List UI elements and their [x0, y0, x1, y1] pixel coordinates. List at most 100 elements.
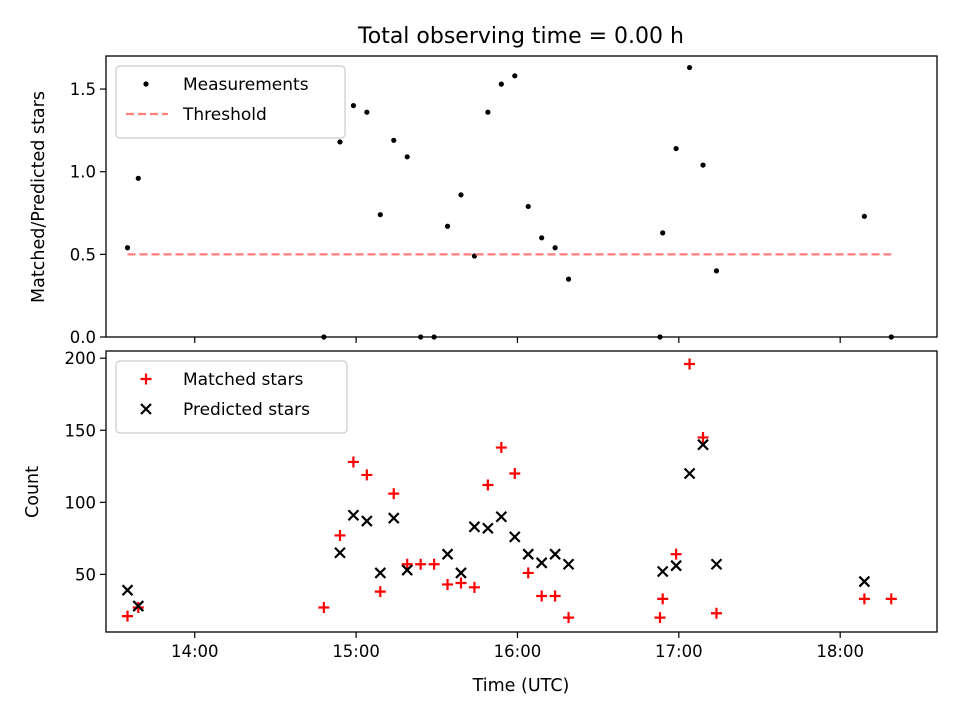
data-layer: [121, 358, 897, 624]
data-point: [670, 559, 682, 572]
bottom-panel-counts: 50 100 150 200 14:00 15:00 16:00 17:00 18:00 Matc…: [65, 349, 938, 661]
data-point: [455, 577, 467, 589]
y-tick-label: 50: [75, 565, 96, 584]
data-point: [495, 510, 508, 523]
data-point: [350, 102, 357, 109]
legend-box: [115, 65, 346, 139]
data-point: [710, 607, 722, 619]
chart-title: Total observing time = 0.00 h: [357, 24, 684, 49]
legend-marker: [143, 81, 149, 87]
plot-frame: [105, 350, 938, 633]
data-point: [444, 223, 451, 229]
data-point: [539, 235, 545, 241]
data-point: [455, 567, 467, 579]
data-point: [858, 593, 870, 605]
top-panel-ratio: 0.0 0.5 1.0 1.5 Measurements Threshold: [70, 55, 938, 347]
data-point: [387, 512, 400, 524]
y-tick-label: 200: [65, 349, 97, 368]
data-point: [122, 610, 134, 622]
data-point: [321, 334, 327, 340]
data-point: [565, 276, 572, 282]
legend-label: Predicted stars: [183, 400, 310, 420]
data-point: [657, 334, 663, 340]
data-point: [684, 358, 696, 370]
data-point: [562, 558, 575, 571]
data-point: [124, 245, 131, 251]
data-point: [660, 230, 666, 236]
data-point: [525, 203, 531, 210]
bottom-y-axis-label: Count: [23, 466, 43, 518]
data-point: [374, 567, 387, 579]
data-point: [401, 558, 413, 570]
data-point: [441, 548, 454, 560]
data-point: [657, 593, 669, 605]
y-tick-label: 100: [65, 493, 97, 512]
data-point: [347, 509, 360, 522]
data-point: [522, 567, 534, 579]
x-tick-label: 16:00: [494, 642, 542, 661]
data-point: [364, 109, 370, 115]
x-axis-label: Time (UTC): [472, 676, 570, 696]
data-point: [563, 612, 575, 624]
legend-label: Measurements: [183, 75, 309, 95]
data-point: [713, 268, 720, 274]
x-tick-label: 14:00: [171, 642, 219, 661]
data-point: [318, 602, 330, 614]
data-point: [377, 212, 383, 218]
plot-frame: [105, 55, 938, 338]
data-point: [468, 521, 481, 533]
data-point: [418, 334, 424, 340]
data-point: [697, 431, 709, 443]
data-point: [673, 145, 679, 152]
data-point: [428, 558, 440, 570]
data-point: [374, 586, 386, 598]
data-point: [388, 488, 400, 500]
data-point: [683, 467, 696, 480]
data-point: [458, 192, 464, 198]
data-point: [121, 584, 134, 596]
data-point: [686, 64, 693, 71]
data-point: [858, 575, 871, 588]
data-point: [697, 438, 709, 451]
data-point: [535, 557, 548, 569]
data-point: [135, 175, 141, 181]
data-point: [431, 334, 437, 340]
data-point: [885, 593, 897, 605]
data-point: [888, 334, 894, 340]
data-point: [415, 558, 427, 570]
legend-label: Matched stars: [183, 370, 303, 390]
data-point: [361, 515, 373, 527]
data-point: [508, 531, 521, 543]
data-point: [442, 578, 454, 590]
data-point: [509, 467, 521, 479]
y-tick-label: 0.5: [70, 245, 96, 264]
data-point: [512, 73, 518, 79]
data-layer: [124, 64, 894, 340]
x-tick-label: 17:00: [655, 642, 703, 661]
data-point: [710, 558, 723, 571]
data-point: [404, 154, 410, 160]
data-point: [391, 137, 397, 143]
data-point: [536, 590, 548, 602]
data-point: [485, 109, 491, 115]
data-point: [700, 162, 706, 168]
x-tick-label: 15:00: [332, 642, 380, 661]
data-point: [656, 565, 669, 578]
data-point: [361, 469, 373, 481]
data-point: [495, 442, 507, 454]
data-point: [498, 81, 504, 87]
data-point: [670, 548, 682, 560]
y-tick-label: 1.5: [70, 80, 96, 99]
data-point: [549, 590, 561, 602]
data-point: [468, 581, 480, 593]
legend-box: [115, 360, 348, 434]
data-point: [347, 456, 359, 468]
legend-marker: [140, 403, 152, 415]
data-point: [401, 564, 413, 576]
data-point: [334, 546, 346, 559]
y-tick-label: 150: [65, 421, 97, 440]
data-point: [552, 245, 558, 251]
x-tick-label: 18:00: [816, 642, 864, 661]
data-point: [334, 529, 346, 541]
